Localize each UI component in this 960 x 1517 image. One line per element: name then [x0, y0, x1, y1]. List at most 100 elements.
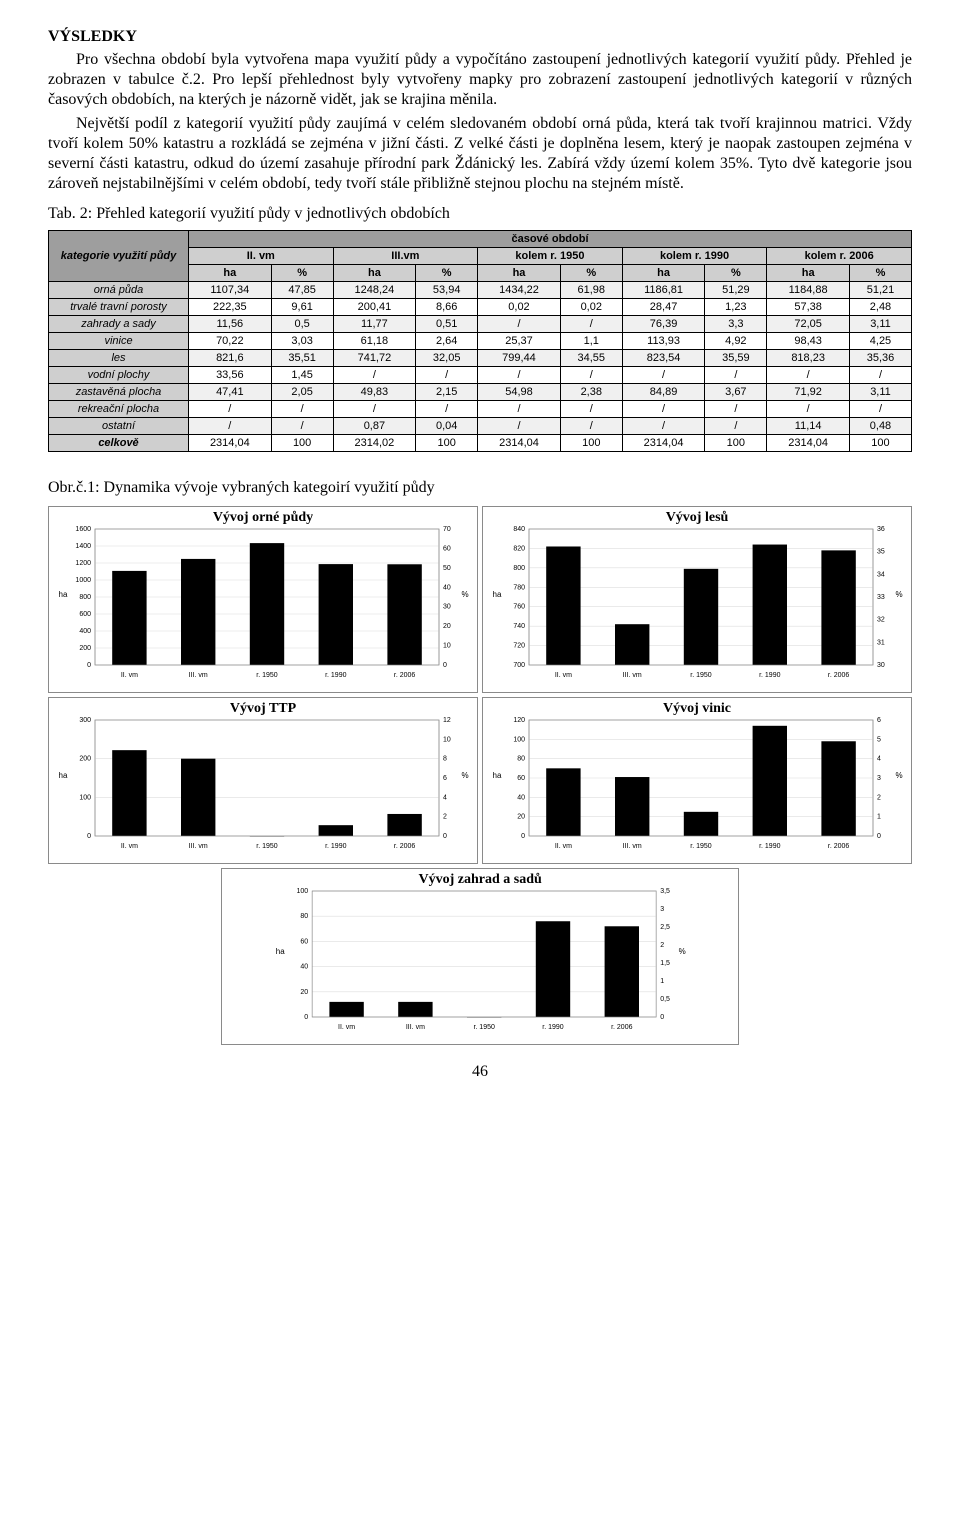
chart-axislabel-right: % [895, 771, 902, 780]
chart-ytick-left: 60 [517, 775, 525, 782]
table-cell: / [849, 367, 911, 384]
chart-bar [387, 564, 421, 665]
chart-ytick-right: 10 [443, 643, 451, 650]
table-unit: % [705, 265, 767, 282]
table-period: kolem r. 1950 [478, 248, 623, 265]
chart-ytick-right: 50 [443, 565, 451, 572]
table-cell: 818,23 [767, 350, 850, 367]
chart-ytick-right: 5 [877, 736, 881, 743]
table-cell: 0,48 [849, 418, 911, 435]
paragraph-1: Pro všechna období byla vytvořena mapa v… [48, 50, 912, 110]
chart-title: Vývoj zahrad a sadů [418, 872, 542, 887]
chart-ytick-right: 4 [443, 794, 447, 801]
chart-xtick: II. vm [121, 672, 138, 679]
chart-ytick-right: 12 [443, 717, 451, 724]
table-cell: 200,41 [333, 299, 416, 316]
chart-ytick-right: 32 [877, 617, 885, 624]
table-cell: 821,6 [189, 350, 272, 367]
table-cell: 2314,04 [478, 435, 561, 452]
table-cell: 76,39 [622, 316, 705, 333]
table-rowlabel: les [49, 350, 189, 367]
chart-xtick: III. vm [189, 843, 208, 850]
table-cell: / [416, 401, 478, 418]
table-cell: / [705, 367, 767, 384]
table-cell: 100 [271, 435, 333, 452]
chart-xtick: r. 2006 [394, 843, 416, 850]
table-cell: / [333, 367, 416, 384]
table-cell: / [416, 367, 478, 384]
table-cell: 1107,34 [189, 282, 272, 299]
table-unit: % [271, 265, 333, 282]
chart-bar [821, 741, 855, 836]
chart-ytick-left: 820 [513, 545, 525, 552]
table-cell: 100 [560, 435, 622, 452]
chart-panel: Vývoj orné půdy0200400600800100012001400… [48, 506, 478, 693]
table-unit: % [560, 265, 622, 282]
chart-bar [398, 1002, 432, 1017]
chart-panel: Vývoj vinic0204060801001200123456ha%II. … [482, 697, 912, 864]
chart-axislabel-left: ha [276, 947, 285, 956]
table-cell: / [333, 401, 416, 418]
chart-axislabel-left: ha [59, 771, 68, 780]
table-cell: 47,41 [189, 384, 272, 401]
table-cell: 2,38 [560, 384, 622, 401]
table-cell: 72,05 [767, 316, 850, 333]
table-cell: 2314,04 [622, 435, 705, 452]
chart-ytick-right: 3,5 [660, 888, 670, 895]
table-cell: / [478, 316, 561, 333]
table-superhead: časové období [189, 231, 912, 248]
table-cell: 1,1 [560, 333, 622, 350]
chart-ytick-right: 6 [443, 775, 447, 782]
chart-ytick-left: 0 [521, 833, 525, 840]
table-cell: 61,98 [560, 282, 622, 299]
chart-ytick-right: 4 [877, 756, 881, 763]
table-cell: 28,47 [622, 299, 705, 316]
landuse-table: kategorie využití půdyčasové obdobíII. v… [48, 230, 912, 452]
table-cell: 0,5 [271, 316, 333, 333]
table-cell: 35,36 [849, 350, 911, 367]
chart-xtick: r. 2006 [828, 672, 850, 679]
table-unit: ha [767, 265, 850, 282]
table-rowhead: kategorie využití půdy [49, 231, 189, 282]
chart-ytick-left: 700 [513, 662, 525, 669]
table-cell: / [622, 401, 705, 418]
chart-ytick-right: 1 [877, 814, 881, 821]
table-cell: 3,03 [271, 333, 333, 350]
chart-bar [684, 569, 718, 665]
chart-panel: Vývoj TTP0100200300024681012ha%II. vmIII… [48, 697, 478, 864]
chart-ytick-left: 1400 [75, 543, 91, 550]
chart-axislabel-left: ha [59, 590, 68, 599]
chart-title: Vývoj vinic [663, 701, 731, 716]
chart-bar [546, 768, 580, 836]
chart-ytick-right: 30 [443, 604, 451, 611]
chart-ytick-right: 8 [443, 756, 447, 763]
chart-ytick-left: 80 [517, 756, 525, 763]
chart-ytick-left: 400 [79, 628, 91, 635]
chart-ytick-right: 6 [877, 717, 881, 724]
chart-axislabel-left: ha [493, 771, 502, 780]
table-unit: ha [189, 265, 272, 282]
table-cell: 0,87 [333, 418, 416, 435]
chart-xtick: II. vm [555, 843, 572, 850]
chart-bar [112, 750, 146, 836]
table-cell: 0,51 [416, 316, 478, 333]
table-cell: 799,44 [478, 350, 561, 367]
table-rowlabel: trvalé travní porosty [49, 299, 189, 316]
chart-xtick: r. 2006 [828, 843, 850, 850]
chart-axislabel-right: % [461, 590, 468, 599]
table-cell: 2,15 [416, 384, 478, 401]
table-cell: 54,98 [478, 384, 561, 401]
chart-ytick-left: 840 [513, 526, 525, 533]
chart-ytick-left: 200 [79, 645, 91, 652]
chart-title: Vývoj orné půdy [213, 510, 313, 525]
table-cell: 222,35 [189, 299, 272, 316]
table-cell: / [560, 316, 622, 333]
chart-panel: Vývoj zahrad a sadů02040608010000,511,52… [221, 868, 739, 1045]
table-cell: 47,85 [271, 282, 333, 299]
table-cell: 4,25 [849, 333, 911, 350]
paragraph-2: Největší podíl z kategorií využití půdy … [48, 114, 912, 194]
chart-ytick-right: 2,5 [660, 924, 670, 931]
table-cell: 2,05 [271, 384, 333, 401]
chart-bar [604, 926, 638, 1017]
table-cell: / [478, 418, 561, 435]
